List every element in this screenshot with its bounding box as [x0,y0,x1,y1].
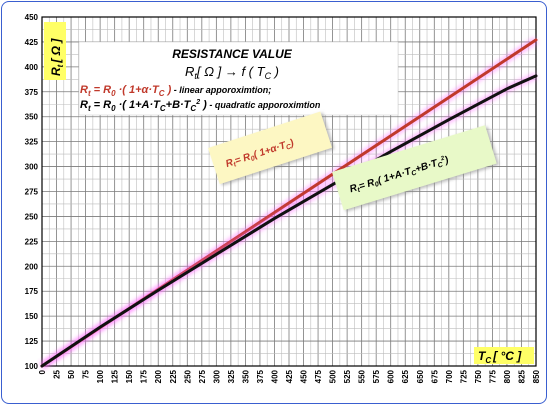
svg-text:Rt= R0( 1+A·TC+B·TC2): Rt= R0( 1+A·TC+B·TC2) [348,154,450,196]
x-tick-label: 350 [241,369,250,383]
y-tick-label: 450 [25,13,39,22]
y-tick-label: 125 [25,337,39,346]
y-tick-label: 100 [25,362,39,371]
y-tick-label: 275 [25,188,39,197]
y-tick-label: 225 [25,237,39,246]
y-axis-label: Rt[ Ω ] [44,22,66,80]
series-group [40,37,538,369]
x-tick-label: 825 [517,369,526,383]
x-tick-label: 550 [358,369,367,383]
x-tick-label: 150 [125,369,134,383]
x-tick-label: 675 [430,369,439,383]
x-tick-label: 300 [212,369,221,383]
x-tick-label: 600 [387,369,396,383]
annotation-linear: Rt= R0( 1+α·TC) [208,111,332,185]
x-tick-label: 250 [183,369,192,383]
y-tick-label: 250 [25,212,39,221]
x-tick-label: 375 [256,369,265,383]
x-tick-label: 425 [285,369,294,383]
x-tick-label: 500 [329,369,338,383]
y-tick-label: 200 [25,262,39,271]
x-tick-label: 400 [270,369,279,383]
axes [41,16,537,367]
x-tick-label: 200 [154,369,163,383]
legend-box: RESISTANCE VALUE Rt[ Ω ] → f ( TC ) Rt =… [78,41,399,116]
svg-text:TC[ °C ]: TC[ °C ] [478,349,522,365]
x-tick-label: 850 [532,369,541,383]
x-tick-label: 725 [459,369,468,383]
x-tick-label: 225 [169,369,178,383]
x-tick-label: 325 [227,369,236,383]
legend-entry-linear: Rt = R0 ·( 1+α·TC ) - linear apporoximti… [80,84,271,98]
svg-text:Rt[ Ω ]: Rt[ Ω ] [49,38,65,76]
x-tick-label: 175 [140,369,149,383]
x-tick-label: 25 [53,369,62,378]
chart-title: RESISTANCE VALUE [172,47,293,61]
y-tick-label: 325 [25,138,39,147]
series-line-1 [40,74,538,368]
x-tick-label: 625 [401,369,410,383]
x-tick-label: 0 [38,369,47,374]
chart-subtitle: Rt[ Ω ] → f ( TC ) [185,64,279,81]
x-tick-label: 75 [82,369,91,378]
y-tick-label: 400 [25,63,39,72]
y-tick-labels: 100 125 150 175 200 225 250 275 300 325 350 375 400 4… [25,13,39,371]
x-tick-label: 575 [372,369,381,383]
y-tick-label: 175 [25,287,39,296]
annotation-quadratic: Rt= R0( 1+A·TC+B·TC2) [332,125,497,211]
x-axis-label: TC[ °C ] [474,347,534,365]
x-tick-label: 275 [198,369,207,383]
legend-entry-quadratic: Rt = R0 ·( 1+A·TC+B·TC2 ) - quadratic ap… [80,99,321,113]
x-tick-label: 800 [503,369,512,383]
x-tick-label: 775 [488,369,497,383]
y-tick-label: 425 [25,38,39,47]
x-tick-label: 450 [300,369,309,383]
x-tick-label: 125 [111,369,120,383]
x-tick-label: 100 [96,369,105,383]
y-tick-label: 150 [25,312,39,321]
y-tick-label: 300 [25,163,39,172]
x-tick-label: 650 [416,369,425,383]
x-tick-label: 750 [474,369,483,383]
x-tick-label: 475 [314,369,323,383]
y-tick-label: 375 [25,88,39,97]
x-tick-label: 50 [67,369,76,378]
x-tick-label: 700 [445,369,454,383]
plot-border [41,16,537,367]
y-tick-label: 350 [25,113,39,122]
x-tick-label: 525 [343,369,352,383]
x-tick-labels: 0 25 50 75 100 125 150 175 200 225 250 275 300 325 350… [38,369,541,383]
